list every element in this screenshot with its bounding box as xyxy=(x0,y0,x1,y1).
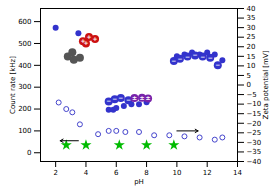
svg-text:12: 12 xyxy=(203,169,212,177)
svg-text:−: − xyxy=(200,53,205,60)
svg-text:±: ± xyxy=(146,94,151,101)
svg-text:−: − xyxy=(171,57,176,64)
svg-text:−: − xyxy=(193,51,198,58)
svg-text:−: − xyxy=(106,97,111,104)
svg-text:0: 0 xyxy=(247,81,251,89)
svg-text:8: 8 xyxy=(144,169,148,177)
svg-text:pH: pH xyxy=(134,178,144,186)
svg-text:0: 0 xyxy=(27,149,31,157)
svg-text:Count rate [kHz]: Count rate [kHz] xyxy=(9,56,17,114)
svg-text:−: − xyxy=(215,61,220,68)
svg-text:300: 300 xyxy=(18,83,31,91)
svg-text:−10: −10 xyxy=(247,100,262,108)
svg-text:−: − xyxy=(177,55,182,62)
svg-text:25: 25 xyxy=(247,33,256,41)
svg-text:±: ± xyxy=(132,94,137,101)
svg-text:400: 400 xyxy=(18,62,31,70)
svg-text:Zeta potential [mV]: Zeta potential [mV] xyxy=(262,50,270,119)
svg-text:10: 10 xyxy=(172,169,181,177)
svg-text:−15: −15 xyxy=(247,110,262,118)
svg-text:100: 100 xyxy=(18,127,31,135)
svg-text:−: − xyxy=(208,54,213,61)
svg-text:500: 500 xyxy=(18,40,31,48)
svg-text:−: − xyxy=(118,94,123,101)
svg-text:6: 6 xyxy=(114,169,119,177)
svg-text:−: − xyxy=(185,53,190,60)
svg-text:−30: −30 xyxy=(247,139,262,147)
svg-text:−5: −5 xyxy=(247,91,257,99)
svg-text:+: + xyxy=(83,39,88,46)
svg-text:−25: −25 xyxy=(247,129,262,137)
svg-text:14: 14 xyxy=(233,169,242,177)
svg-text:−: − xyxy=(112,95,117,102)
svg-text:−35: −35 xyxy=(247,148,262,156)
svg-text:−20: −20 xyxy=(247,119,262,127)
svg-text:35: 35 xyxy=(247,14,256,22)
svg-text:15: 15 xyxy=(247,53,256,61)
svg-text:20: 20 xyxy=(247,43,256,51)
svg-text:30: 30 xyxy=(247,24,256,32)
svg-text:−: − xyxy=(126,96,131,103)
svg-text:±: ± xyxy=(140,94,145,101)
svg-text:−40: −40 xyxy=(247,158,262,166)
svg-text:10: 10 xyxy=(247,62,256,70)
svg-text:+: + xyxy=(93,35,98,42)
svg-text:2: 2 xyxy=(53,169,57,177)
svg-text:600: 600 xyxy=(18,18,31,26)
svg-text:5: 5 xyxy=(247,72,251,80)
svg-text:4: 4 xyxy=(84,169,89,177)
svg-text:200: 200 xyxy=(18,105,31,113)
svg-text:40: 40 xyxy=(247,5,256,13)
